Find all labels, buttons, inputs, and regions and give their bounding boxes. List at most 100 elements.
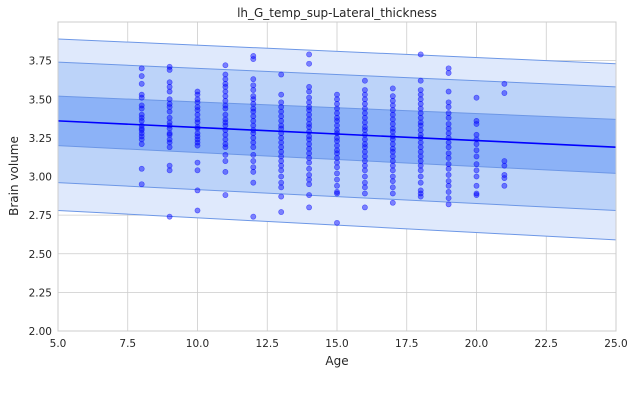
data-point bbox=[417, 87, 424, 93]
data-point bbox=[417, 153, 424, 160]
band-middle-upper-edge bbox=[58, 61, 616, 88]
data-point bbox=[417, 158, 424, 164]
x-axis-label: Age bbox=[325, 354, 348, 368]
data-point bbox=[166, 79, 173, 86]
data-point bbox=[445, 99, 452, 106]
data-point bbox=[278, 122, 285, 129]
data-point bbox=[306, 133, 312, 140]
data-point bbox=[166, 66, 173, 73]
data-point bbox=[473, 190, 480, 197]
data-point bbox=[194, 99, 201, 106]
data-point bbox=[222, 105, 229, 112]
data-point bbox=[445, 110, 452, 117]
data-point bbox=[222, 116, 229, 123]
data-point bbox=[278, 134, 285, 141]
data-point bbox=[222, 62, 229, 69]
data-point bbox=[222, 88, 229, 95]
data-point bbox=[222, 158, 229, 164]
data-point bbox=[361, 184, 368, 191]
data-point bbox=[445, 104, 452, 110]
data-point bbox=[166, 213, 173, 220]
data-point bbox=[278, 104, 285, 110]
data-point bbox=[250, 113, 257, 120]
data-point bbox=[361, 127, 368, 134]
data-point bbox=[417, 105, 424, 112]
data-point bbox=[473, 131, 480, 138]
mean-line bbox=[58, 120, 616, 148]
band-middle-lower-edge bbox=[58, 182, 616, 211]
data-point bbox=[250, 96, 257, 103]
data-point bbox=[278, 144, 285, 151]
data-point bbox=[222, 83, 229, 90]
data-point bbox=[194, 130, 201, 137]
data-point bbox=[361, 100, 368, 107]
data-point bbox=[389, 148, 396, 155]
data-point bbox=[278, 117, 285, 124]
data-point bbox=[194, 119, 201, 126]
data-point bbox=[417, 179, 424, 186]
data-point bbox=[417, 139, 424, 146]
data-point bbox=[334, 164, 340, 171]
data-point bbox=[278, 184, 285, 191]
data-point bbox=[445, 178, 452, 185]
data-point bbox=[138, 165, 145, 172]
data-point bbox=[194, 116, 201, 123]
data-point bbox=[445, 172, 452, 178]
data-point bbox=[334, 170, 340, 177]
data-point bbox=[222, 102, 229, 109]
data-point bbox=[334, 190, 340, 197]
data-point bbox=[194, 167, 201, 174]
data-point bbox=[250, 87, 257, 93]
data-point bbox=[389, 116, 396, 123]
data-point bbox=[473, 173, 480, 180]
data-point bbox=[389, 128, 396, 135]
data-point bbox=[306, 60, 312, 67]
data-point bbox=[445, 182, 452, 189]
data-point bbox=[473, 141, 480, 147]
x-tick-label: 5.0 bbox=[50, 338, 67, 350]
data-point bbox=[417, 167, 424, 174]
data-point bbox=[250, 139, 257, 146]
data-point bbox=[166, 167, 173, 174]
data-point bbox=[334, 110, 340, 117]
data-point bbox=[389, 190, 396, 197]
data-point bbox=[334, 134, 340, 141]
data-point bbox=[278, 139, 285, 146]
data-point bbox=[334, 91, 340, 98]
mean-trend bbox=[58, 120, 616, 148]
data-point bbox=[306, 51, 312, 58]
x-axis-ticks: 5.0 7.5 10.0 12.5 15.0 17.5 20.0 22.5 25.0 bbox=[50, 338, 628, 350]
data-point bbox=[334, 142, 340, 149]
data-point bbox=[194, 133, 201, 140]
data-point bbox=[250, 56, 257, 62]
data-point bbox=[389, 125, 396, 132]
data-point bbox=[194, 139, 201, 146]
y-tick-label: 2.25 bbox=[29, 287, 52, 299]
data-point bbox=[306, 107, 312, 113]
data-point bbox=[445, 130, 452, 137]
data-point bbox=[222, 144, 229, 151]
band-inner-lower-edge bbox=[58, 145, 616, 174]
y-tick-label: 2.50 bbox=[29, 249, 52, 261]
data-point bbox=[222, 76, 229, 83]
data-point bbox=[194, 159, 201, 166]
data-point bbox=[389, 184, 396, 191]
data-point bbox=[222, 131, 229, 138]
data-point bbox=[194, 107, 201, 113]
data-point bbox=[222, 71, 229, 78]
data-point bbox=[473, 161, 480, 168]
data-point bbox=[250, 164, 257, 171]
data-point bbox=[361, 114, 368, 121]
data-point bbox=[389, 173, 396, 180]
data-point bbox=[361, 144, 368, 151]
data-point bbox=[166, 96, 173, 103]
data-point bbox=[166, 108, 173, 115]
data-point bbox=[306, 172, 312, 178]
x-tick-label: 25.0 bbox=[604, 338, 627, 350]
data-point bbox=[166, 63, 173, 70]
x-tick-label: 10.0 bbox=[186, 338, 209, 350]
data-point bbox=[473, 147, 480, 154]
x-tick-label: 20.0 bbox=[465, 338, 488, 350]
data-point bbox=[278, 108, 285, 115]
